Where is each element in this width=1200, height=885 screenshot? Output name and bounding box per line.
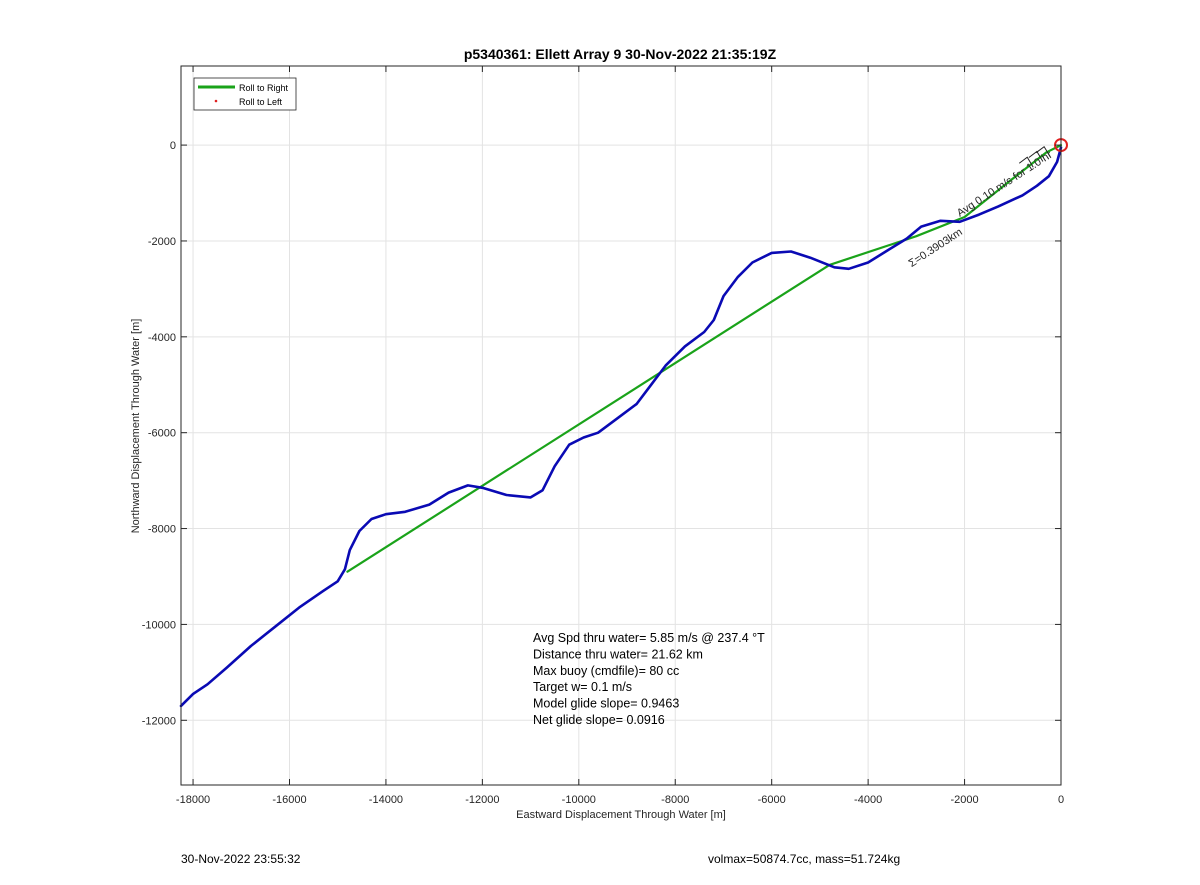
y-tick-label: -6000 [148, 428, 176, 440]
stat-line: Max buoy (cmdfile)= 80 cc [533, 664, 679, 678]
direction-chevron [1018, 156, 1034, 168]
ticks: -18000 -16000 -14000 -12000 -10000 -8000 -6000… [142, 66, 1064, 806]
x-tick-label: -12000 [465, 794, 499, 806]
grid [181, 66, 1062, 785]
stat-line: Model glide slope= 0.9463 [533, 697, 679, 711]
direction-chevron [1028, 150, 1044, 162]
x-tick-label: -4000 [854, 794, 882, 806]
y-tick-label: -12000 [142, 715, 176, 727]
x-tick-label: -10000 [562, 794, 596, 806]
x-tick-label: -2000 [950, 794, 978, 806]
x-tick-label: 0 [1058, 794, 1064, 806]
stat-line: Net glide slope= 0.0916 [533, 713, 665, 727]
stats-box: Avg Spd thru water= 5.85 m/s @ 237.4 °T D… [533, 631, 765, 727]
x-axis-label: Eastward Displacement Through Water [m] [516, 809, 726, 821]
y-axis-label: Northward Displacement Through Water [m] [130, 319, 142, 534]
x-tick-label: -8000 [661, 794, 689, 806]
axes-box [180, 65, 1062, 786]
stat-line: Distance thru water= 21.62 km [533, 647, 703, 661]
series-track-line [179, 146, 1063, 708]
footer-timestamp: 30-Nov-2022 23:55:32 [181, 852, 301, 866]
stat-line: Target w= 0.1 m/s [533, 680, 632, 694]
y-tick-label: -4000 [148, 332, 176, 344]
legend: Roll to Right Roll to Left [193, 77, 297, 111]
stat-line: Avg Spd thru water= 5.85 m/s @ 237.4 °T [533, 631, 765, 645]
x-tick-label: -6000 [758, 794, 786, 806]
x-tick-label: -18000 [176, 794, 210, 806]
y-tick-label: 0 [170, 140, 176, 152]
footer-vehicle-params: volmax=50874.7cc, mass=51.724kg [708, 852, 901, 866]
legend-swatch-roll-left [214, 99, 218, 103]
chart-title: p5340361: Ellett Array 9 30-Nov-2022 21:… [464, 46, 777, 62]
x-tick-label: -14000 [369, 794, 403, 806]
y-tick-label: -8000 [148, 524, 176, 536]
x-tick-label: -16000 [272, 794, 306, 806]
direction-chevron [1035, 145, 1051, 157]
legend-box [193, 77, 297, 111]
legend-label-roll-right: Roll to Right [239, 83, 289, 93]
y-tick-label: -10000 [142, 619, 176, 631]
legend-label-roll-left: Roll to Left [239, 97, 283, 107]
y-tick-label: -2000 [148, 236, 176, 248]
